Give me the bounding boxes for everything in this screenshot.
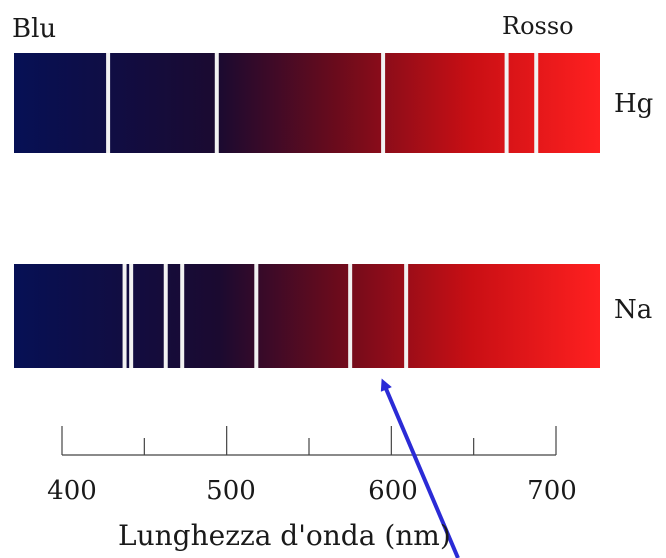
- tick-label-600: 600: [368, 476, 418, 506]
- na-element-label: Na: [614, 295, 653, 325]
- tick-label-500: 500: [206, 476, 256, 506]
- red-end-label: Rosso: [502, 12, 574, 40]
- hg-element-label: Hg: [614, 89, 654, 119]
- hg-spectrum-band: [14, 53, 600, 153]
- na-emission-lines: [122, 264, 409, 368]
- annotation-arrow: [380, 378, 460, 558]
- axis-title: Lunghezza d'onda (nm): [118, 519, 451, 552]
- na-spectrum-band: [14, 264, 600, 368]
- axis-ticks: [61, 426, 557, 455]
- tick-label-400: 400: [47, 476, 97, 506]
- tick-label-700: 700: [527, 476, 577, 506]
- blue-end-label: Blu: [12, 14, 57, 44]
- hg-emission-lines: [106, 53, 539, 153]
